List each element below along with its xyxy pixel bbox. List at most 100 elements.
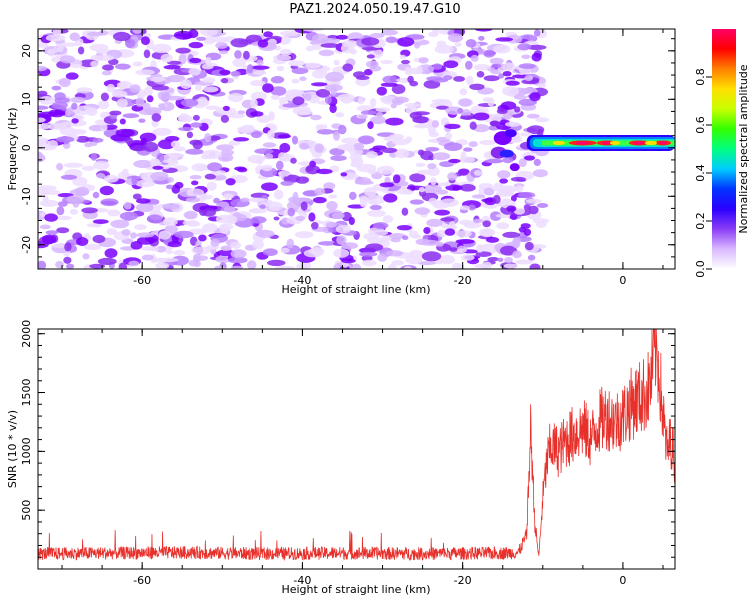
heatmap-cell <box>333 248 350 258</box>
heatmap-cell <box>380 147 398 153</box>
heatmap-cell <box>397 37 415 47</box>
heatmap-cell <box>444 228 456 236</box>
heatmap-cell <box>228 113 246 119</box>
spectrogram-ytick-label: 0 <box>20 144 33 151</box>
spectrogram-ytick-label: 10 <box>20 92 33 106</box>
heatmap-cell <box>456 248 467 253</box>
colorbar-tick-label: 0.4 <box>694 164 707 182</box>
heatmap-cell <box>431 120 439 128</box>
heatmap-cell <box>171 255 189 266</box>
heatmap-cell <box>90 60 99 68</box>
heatmap-cell <box>432 29 440 35</box>
heatmap-cell <box>39 224 51 230</box>
heatmap-cell <box>100 92 109 102</box>
heatmap-cell <box>330 86 337 96</box>
spectrogram-xtick-label: -60 <box>133 274 151 287</box>
heatmap-cell <box>59 55 76 64</box>
heatmap-cell <box>351 263 362 269</box>
snr-frame <box>37 328 676 570</box>
heatmap-cell <box>270 94 280 100</box>
heatmap-cell <box>101 70 112 76</box>
heatmap-cell <box>379 182 395 188</box>
heatmap-cell <box>92 191 100 199</box>
heatmap-cell <box>252 239 264 250</box>
heatmap-cell <box>413 123 432 129</box>
snr-xtick-label: 0 <box>619 574 626 587</box>
heatmap-cell <box>478 186 485 197</box>
heatmap-cell <box>299 76 307 81</box>
heatmap-cell <box>262 248 278 256</box>
heatmap-cell <box>273 216 280 221</box>
heatmap-cell <box>165 95 184 101</box>
heatmap-cell <box>498 73 505 79</box>
heatmap-cell <box>92 234 106 244</box>
heatmap-cell <box>247 260 257 269</box>
heatmap-cell <box>254 148 274 155</box>
heatmap-cell <box>458 98 472 107</box>
spectrogram-ytick-label: -10 <box>20 187 33 205</box>
heatmap-cell <box>278 170 291 177</box>
heatmap-cell <box>264 153 274 160</box>
heatmap-cell <box>425 147 440 152</box>
heatmap-cell <box>203 86 219 93</box>
heatmap-cell <box>292 191 299 202</box>
heatmap-cell <box>383 193 398 203</box>
heatmap-cell <box>385 36 398 44</box>
heatmap-cell <box>504 257 513 264</box>
heatmap-cell <box>299 142 310 150</box>
heatmap-cell <box>428 131 439 138</box>
heatmap-cell <box>366 151 378 159</box>
heatmap-cell <box>232 58 246 68</box>
spectrogram-xlabel: Height of straight line (km) <box>281 283 430 296</box>
heatmap-cell <box>422 184 442 194</box>
heatmap-cell <box>186 131 194 139</box>
heatmap-cell <box>151 113 162 122</box>
heatmap-cell <box>71 129 87 135</box>
heatmap-cell <box>75 135 90 143</box>
heatmap-cell <box>473 63 490 71</box>
heatmap-cell <box>56 206 65 216</box>
heatmap-cell <box>312 196 327 204</box>
heatmap-cell <box>310 114 322 121</box>
heatmap-cell <box>455 239 475 244</box>
heatmap-cell <box>278 97 287 106</box>
heatmap-cell <box>112 31 131 42</box>
heatmap-cell <box>250 216 267 224</box>
heatmap-cell <box>404 265 412 269</box>
heatmap-cell <box>294 231 314 239</box>
heatmap-cell <box>185 148 204 155</box>
heatmap-cell <box>372 230 389 236</box>
heatmap-cell <box>65 109 72 116</box>
heatmap-cell <box>448 158 461 164</box>
colorbar-tick-label: 0.8 <box>694 68 707 86</box>
heatmap-cell <box>428 197 438 205</box>
signal-peak-center <box>575 141 590 145</box>
heatmap-cell <box>468 141 478 148</box>
heatmap-cell <box>135 69 155 76</box>
heatmap-cell <box>314 187 326 196</box>
heatmap-cell <box>173 30 193 40</box>
heatmap-cell <box>263 31 273 38</box>
heatmap-cell <box>316 168 333 175</box>
heatmap-cell <box>69 208 78 215</box>
heatmap-cell <box>183 220 191 226</box>
heatmap-cell <box>500 101 517 110</box>
heatmap-cell <box>56 163 64 171</box>
heatmap-cell <box>224 205 235 213</box>
heatmap-cell <box>495 213 513 218</box>
heatmap-cell <box>205 56 212 66</box>
heatmap-cell <box>186 188 205 197</box>
signal-highlight <box>609 140 620 145</box>
heatmap-cell <box>356 105 374 112</box>
heatmap-cell <box>505 34 523 44</box>
heatmap-cell <box>329 104 337 114</box>
heatmap-cell <box>391 84 406 95</box>
heatmap-cell <box>207 162 223 172</box>
heatmap-cell <box>228 256 248 264</box>
heatmap-cell <box>459 88 468 96</box>
heatmap-cell <box>177 115 194 123</box>
heatmap-cell <box>392 138 410 146</box>
spectrogram-panel: -60 -40 -20 0 -20 -10 0 10 20 Height of straight… <box>6 28 676 296</box>
heatmap-cell <box>152 165 164 170</box>
colorbar-tick-label: 0.6 <box>694 116 707 134</box>
